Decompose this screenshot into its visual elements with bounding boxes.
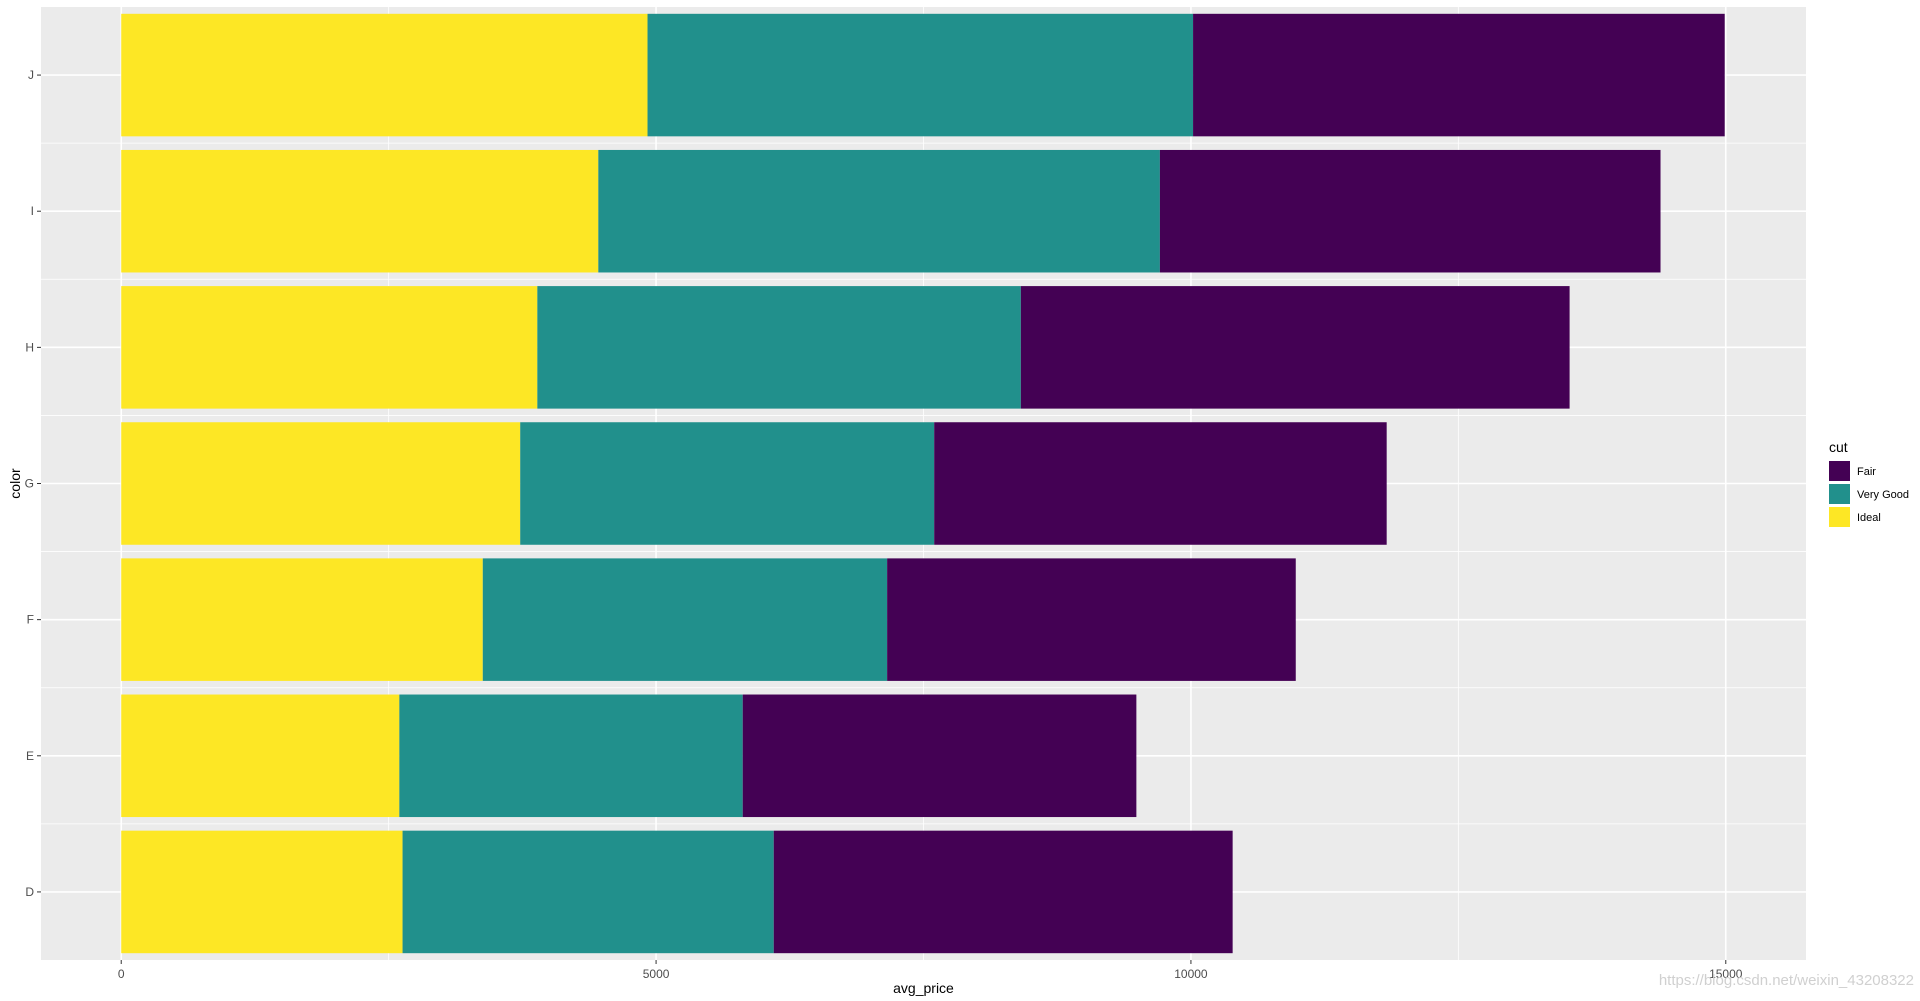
legend-label: Very Good [1857, 489, 1909, 501]
bar-E-fair [742, 694, 1137, 818]
legend-title: cut [1829, 439, 1848, 455]
bar-I-very-good [598, 149, 1160, 273]
x-tick-label: 5000 [643, 967, 670, 981]
legend-key-fair [1829, 461, 1850, 481]
bar-I-fair [1159, 149, 1661, 273]
bar-H-ideal [121, 286, 538, 409]
bar-D-fair [773, 830, 1233, 954]
x-tick-label: 15000 [1709, 967, 1743, 981]
bar-J-very-good [647, 13, 1194, 137]
x-axis-title: avg_price [893, 980, 954, 996]
bar-H-very-good [537, 286, 1021, 409]
bar-J-ideal [121, 13, 648, 137]
bar-F-very-good [482, 558, 888, 681]
bar-F-ideal [121, 558, 483, 681]
bar-J-fair [1193, 13, 1725, 137]
bar-D-ideal [121, 830, 403, 954]
y-tick-label: F [27, 613, 34, 627]
legend-label: Fair [1857, 466, 1876, 478]
y-axis: D E F G H I J [25, 68, 41, 899]
bar-E-ideal [121, 694, 400, 818]
x-axis: 0 5000 10000 15000 [118, 960, 1743, 981]
legend-key-ideal [1829, 507, 1850, 527]
watermark-text: https://blog.csdn.net/weixin_43208322 [1658, 972, 1914, 989]
bar-F-fair [887, 558, 1296, 681]
legend: cut Fair Very Good Ideal [1829, 439, 1909, 527]
bar-G-ideal [121, 422, 521, 545]
y-tick-label: I [31, 204, 34, 218]
y-tick-label: J [28, 68, 34, 82]
legend-label: Ideal [1857, 512, 1881, 524]
y-tick-label: G [25, 477, 34, 491]
bar-E-very-good [399, 694, 743, 818]
y-axis-title: color [7, 468, 23, 499]
bar-G-very-good [520, 422, 935, 545]
bar-G-fair [934, 422, 1387, 545]
x-tick-label: 0 [118, 967, 125, 981]
legend-key-very-good [1829, 484, 1850, 504]
y-tick-label: E [26, 749, 34, 763]
y-tick-label: H [25, 340, 34, 354]
x-tick-label: 10000 [1174, 967, 1208, 981]
y-tick-label: D [25, 885, 34, 899]
bar-H-fair [1020, 286, 1570, 409]
bar-I-ideal [121, 149, 599, 273]
bar-D-very-good [402, 830, 774, 954]
bars [121, 13, 1725, 954]
